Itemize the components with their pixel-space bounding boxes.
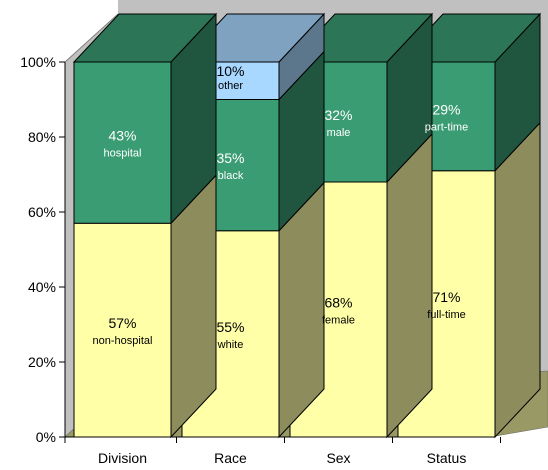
y-tick-label: 100% — [20, 54, 56, 70]
segment-name-label: hospital — [104, 148, 142, 160]
segment-name-label: full-time — [427, 309, 466, 321]
x-tick-label: Sex — [326, 450, 350, 466]
segment-value-label: 55% — [216, 319, 244, 335]
segment-value-label: 57% — [108, 315, 136, 331]
bar-side-sex-0 — [386, 132, 433, 439]
segment-name-label: male — [327, 127, 351, 139]
bar-side-status-0 — [494, 121, 541, 439]
x-tick-label: Race — [214, 450, 247, 466]
segment-value-label: 35% — [216, 150, 244, 166]
segment-value-label: 43% — [108, 128, 136, 144]
segment-value-label: 68% — [324, 295, 352, 311]
y-tick-label: 60% — [28, 204, 56, 220]
bar-segment-division-0 — [73, 222, 172, 438]
y-tick-label: 20% — [28, 354, 56, 370]
x-tick-label: Status — [427, 450, 467, 466]
segment-name-label: non-hospital — [93, 335, 153, 347]
segment-value-label: 32% — [324, 107, 352, 123]
y-tick-label: 80% — [28, 129, 56, 145]
segment-name-label: female — [322, 315, 355, 327]
bar-segment-division-1 — [73, 61, 172, 224]
segment-value-label: 29% — [432, 101, 460, 117]
segment-value-label: 71% — [432, 289, 460, 305]
chart-labels: 71% full-time 29% part-time 68% female 32% male… — [93, 63, 469, 351]
segment-value-label: 10% — [216, 63, 244, 79]
y-tick-label: 40% — [28, 279, 56, 295]
segment-name-label: part-time — [425, 121, 468, 133]
segment-name-label: white — [217, 339, 244, 351]
segment-name-label: other — [218, 80, 243, 92]
segment-name-label: black — [218, 170, 244, 182]
chart-axes: 0% 20% 40% 60% 80% 100% Division Race Sex Status — [20, 54, 501, 466]
x-tick-label: Division — [98, 450, 147, 466]
chart-bars — [72, 12, 542, 439]
y-tick-label: 0% — [36, 429, 56, 445]
